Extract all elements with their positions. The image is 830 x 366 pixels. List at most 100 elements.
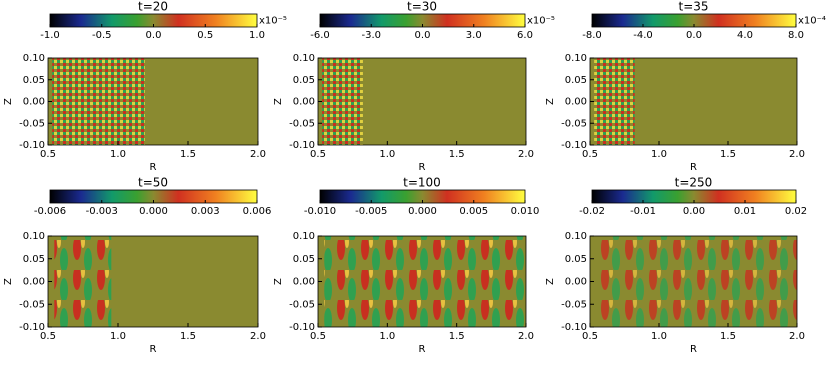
x-tick-label: 2.0 — [250, 331, 266, 342]
x-axis-label: R — [690, 162, 697, 173]
y-axis-label: Z — [273, 98, 284, 105]
colorbar-tick-label: 0.5 — [197, 30, 213, 41]
colorbar-tick-label: 0.0 — [146, 30, 162, 41]
y-axis-label: Z — [3, 278, 14, 285]
colorbar-tick-label: -0.010 — [304, 206, 336, 217]
y-tick-label: -0.10 — [19, 140, 45, 151]
x-tick-label: 2.0 — [789, 149, 805, 160]
colorbar-tick-label: 0.0 — [415, 30, 431, 41]
x-tick-label: 1.0 — [651, 149, 667, 160]
field-texture — [54, 236, 112, 327]
colorbar-unit: x10⁻⁵ — [527, 16, 555, 27]
colorbar-tick-label: -4.0 — [633, 30, 653, 41]
x-tick-label: 0.5 — [40, 149, 56, 160]
x-tick-label: 2.0 — [518, 331, 534, 342]
x-tick-label: 1.5 — [720, 331, 736, 342]
y-tick-label: -0.10 — [289, 322, 315, 333]
y-tick-label: 0.00 — [293, 97, 315, 108]
y-axis-label: Z — [545, 278, 556, 285]
x-tick-label: 0.5 — [310, 149, 326, 160]
x-tick-label: 2.0 — [250, 149, 266, 160]
x-axis-label: R — [419, 162, 426, 173]
y-tick-label: 0.10 — [293, 231, 315, 242]
colorbar-tick-label: 8.0 — [788, 30, 804, 41]
colorbar-tick-label: 0.02 — [785, 206, 807, 217]
y-tick-label: -0.05 — [19, 118, 45, 129]
colorbar-tick-label: 0.0 — [686, 30, 702, 41]
x-axis-label: R — [150, 344, 157, 355]
x-tick-label: 1.5 — [720, 149, 736, 160]
y-axis-label: Z — [273, 278, 284, 285]
panel-title: t=30 — [407, 0, 437, 14]
colorbar-tick-label: 0.010 — [511, 206, 540, 217]
x-axis-label: R — [419, 344, 426, 355]
x-tick-label: 1.0 — [379, 331, 395, 342]
colorbar-tick-label: 0.003 — [191, 206, 220, 217]
y-tick-label: 0.10 — [23, 231, 45, 242]
y-tick-label: 0.00 — [23, 97, 45, 108]
y-tick-label: 0.05 — [293, 254, 315, 265]
x-tick-label: 1.5 — [449, 149, 465, 160]
colorbar-unit: x10⁻⁵ — [259, 16, 287, 27]
x-tick-label: 2.0 — [518, 149, 534, 160]
y-tick-label: -0.05 — [289, 118, 315, 129]
colorbar-tick-label: 1.0 — [249, 30, 265, 41]
colorbar-tick-label: -0.006 — [34, 206, 66, 217]
field-texture — [596, 236, 797, 327]
y-tick-label: 0.00 — [565, 97, 587, 108]
colorbar-tick-label: 0.01 — [734, 206, 756, 217]
x-tick-label: 2.0 — [789, 331, 805, 342]
colorbar-tick-label: -0.01 — [630, 206, 656, 217]
x-axis-label: R — [150, 162, 157, 173]
colorbar-tick-label: -8.0 — [582, 30, 602, 41]
colorbar-tick-label: -0.005 — [355, 206, 387, 217]
panel-title: t=35 — [678, 0, 708, 14]
y-tick-label: 0.00 — [23, 277, 45, 288]
colorbar-tick-label: -0.003 — [86, 206, 118, 217]
field-texture — [52, 58, 145, 145]
y-tick-label: -0.10 — [561, 322, 587, 333]
y-tick-label: 0.00 — [565, 277, 587, 288]
y-axis-label: Z — [3, 98, 14, 105]
x-tick-label: 0.5 — [582, 331, 598, 342]
colorbar-tick-label: 0.005 — [459, 206, 488, 217]
colorbar-tick-label: -1.0 — [40, 30, 60, 41]
x-axis-label: R — [690, 344, 697, 355]
colorbar-tick-label: 6.0 — [517, 30, 533, 41]
x-tick-label: 0.5 — [582, 149, 598, 160]
colorbar-tick-label: -3.0 — [361, 30, 381, 41]
colorbar-tick-label: 3.0 — [466, 30, 482, 41]
y-tick-label: 0.10 — [565, 231, 587, 242]
y-tick-label: 0.10 — [23, 53, 45, 64]
x-tick-label: 1.0 — [110, 149, 126, 160]
panel-title: t=20 — [138, 0, 168, 14]
y-tick-label: -0.05 — [561, 299, 587, 310]
y-tick-label: 0.10 — [293, 53, 315, 64]
field-texture — [324, 236, 526, 327]
x-tick-label: 0.5 — [40, 331, 56, 342]
colorbar-tick-label: 0.006 — [243, 206, 272, 217]
y-axis-label: Z — [545, 98, 556, 105]
y-tick-label: -0.05 — [19, 299, 45, 310]
colorbar-unit: x10⁻⁴ — [798, 16, 826, 27]
x-tick-label: 1.5 — [180, 331, 196, 342]
y-tick-label: -0.10 — [19, 322, 45, 333]
y-tick-label: 0.05 — [565, 75, 587, 86]
y-tick-label: 0.00 — [293, 277, 315, 288]
colorbar-tick-label: 4.0 — [737, 30, 753, 41]
y-tick-label: 0.10 — [565, 53, 587, 64]
field-texture — [322, 58, 363, 145]
y-tick-label: -0.10 — [561, 140, 587, 151]
y-tick-label: -0.05 — [289, 299, 315, 310]
colorbar-tick-label: -6.0 — [310, 30, 330, 41]
x-tick-label: 0.5 — [310, 331, 326, 342]
colorbar-tick-label: -0.5 — [92, 30, 112, 41]
y-tick-label: 0.05 — [23, 254, 45, 265]
colorbar-tick-label: -0.02 — [579, 206, 605, 217]
y-tick-label: -0.05 — [561, 118, 587, 129]
y-tick-label: -0.10 — [289, 140, 315, 151]
colorbar-tick-label: 0.000 — [408, 206, 437, 217]
colorbar-tick-label: 0.00 — [683, 206, 705, 217]
colorbar-tick-label: 0.000 — [139, 206, 168, 217]
